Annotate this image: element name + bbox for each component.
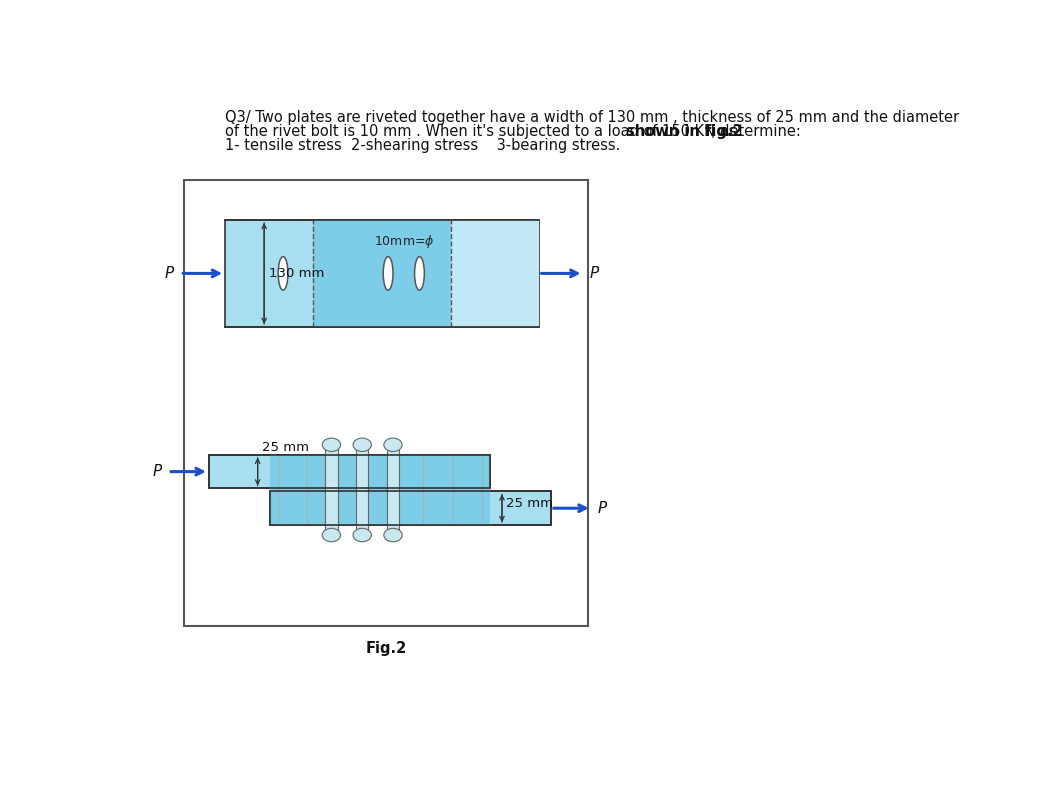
Text: 25 mm: 25 mm bbox=[262, 441, 309, 455]
Ellipse shape bbox=[323, 438, 341, 451]
Text: Q3/ Two plates are riveted together have a width of 130 mm , thickness of 25 mm : Q3/ Two plates are riveted together have… bbox=[225, 110, 960, 125]
Bar bbox=[387, 445, 399, 535]
Bar bbox=[270, 455, 490, 525]
Ellipse shape bbox=[353, 528, 371, 542]
Text: P: P bbox=[152, 464, 162, 479]
Ellipse shape bbox=[384, 438, 403, 451]
Text: Fig.2: Fig.2 bbox=[366, 641, 407, 656]
Ellipse shape bbox=[384, 257, 393, 290]
Bar bbox=[209, 455, 490, 489]
Text: 10mm=$\phi$: 10mm=$\phi$ bbox=[373, 233, 434, 250]
Text: 130 mm: 130 mm bbox=[269, 267, 325, 280]
Bar bbox=[313, 220, 451, 327]
Ellipse shape bbox=[279, 257, 288, 290]
Text: of the rivet bolt is 10 mm . When it's subjected to a load of 150 KN as: of the rivet bolt is 10 mm . When it's s… bbox=[225, 124, 741, 139]
Text: shown in fig.2: shown in fig.2 bbox=[625, 124, 742, 139]
Ellipse shape bbox=[353, 438, 371, 451]
Text: P: P bbox=[165, 266, 174, 281]
Text: P: P bbox=[598, 501, 606, 516]
Bar bbox=[270, 491, 551, 525]
Bar bbox=[225, 220, 539, 327]
Text: , determine:: , determine: bbox=[712, 124, 801, 139]
Ellipse shape bbox=[384, 528, 403, 542]
Bar bbox=[356, 445, 368, 535]
Ellipse shape bbox=[414, 257, 425, 290]
Bar bbox=[184, 181, 588, 626]
Bar bbox=[326, 445, 337, 535]
Bar bbox=[451, 220, 539, 327]
Bar bbox=[270, 491, 551, 525]
Text: 1- tensile stress  2-shearing stress    3-bearing stress.: 1- tensile stress 2-shearing stress 3-be… bbox=[225, 139, 620, 154]
Text: 25 mm: 25 mm bbox=[507, 497, 553, 510]
Ellipse shape bbox=[323, 528, 341, 542]
Text: P: P bbox=[590, 266, 599, 281]
Bar bbox=[209, 455, 490, 489]
